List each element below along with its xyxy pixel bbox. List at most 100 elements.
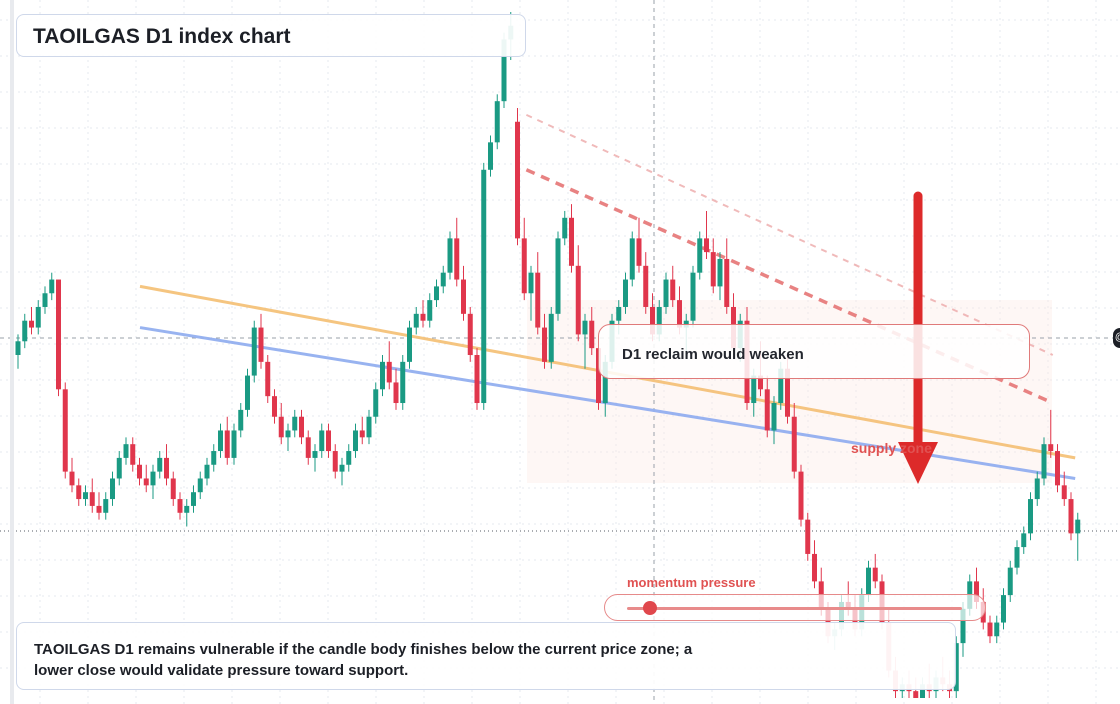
candle-body	[319, 430, 325, 452]
candle-body	[791, 416, 797, 472]
candle-body	[805, 519, 811, 554]
candle-body	[872, 567, 878, 582]
candle-body	[305, 437, 311, 458]
candle-body	[224, 430, 230, 458]
candle-body	[386, 361, 392, 383]
candle-body	[231, 430, 237, 458]
candle-body	[96, 505, 102, 513]
candle-body	[218, 430, 223, 452]
candle-body	[35, 306, 41, 328]
candle-body	[299, 416, 304, 438]
candle-body	[724, 258, 730, 307]
candle-body	[353, 430, 358, 452]
momentum-track	[627, 607, 962, 610]
candle-body	[326, 430, 331, 452]
candle-body	[623, 279, 628, 307]
candle-body	[1007, 567, 1013, 596]
candle-body	[643, 265, 649, 307]
candle-body	[15, 341, 21, 355]
candle-body	[670, 279, 676, 301]
candle-body	[488, 142, 493, 170]
candle-body	[953, 643, 959, 692]
candle-body	[454, 238, 460, 280]
candle-body	[22, 320, 28, 342]
candle-body	[204, 464, 210, 479]
candle-body	[798, 471, 804, 520]
candle-body	[690, 272, 696, 321]
bearish-arrow	[898, 191, 938, 484]
candle-body	[771, 403, 777, 431]
candle-body	[238, 409, 244, 431]
candle-body	[89, 492, 95, 506]
chart-title: TAOILGAS D1 index chart	[33, 25, 291, 48]
candle-body	[265, 361, 271, 397]
candle-body	[373, 389, 379, 417]
candle-body	[332, 451, 338, 472]
candle-body	[440, 272, 446, 287]
candle-body	[110, 478, 115, 500]
supply-zone-label: supply zone	[851, 440, 932, 456]
candle-body	[157, 457, 163, 472]
left-edge-bar	[10, 0, 14, 704]
candle-body	[407, 327, 412, 362]
candle-body	[1055, 451, 1060, 486]
candle-body	[346, 451, 352, 465]
candle-body	[562, 217, 568, 239]
candle-body	[413, 313, 419, 328]
candle-body	[778, 368, 784, 404]
candle-body	[164, 457, 169, 479]
reclaim-callout-text: D1 reclaim would weaken	[622, 346, 804, 363]
candle-body	[177, 499, 183, 513]
candle-body	[1028, 499, 1033, 534]
candle-body	[103, 499, 109, 513]
momentum-knob[interactable]	[643, 601, 658, 615]
candle-body	[481, 169, 487, 404]
candle-body	[629, 238, 635, 280]
candle-body	[285, 430, 291, 438]
candle-body	[521, 238, 527, 294]
candle-body	[650, 306, 655, 335]
candle-body	[987, 622, 993, 637]
candle-body	[596, 348, 601, 404]
candle-body	[272, 396, 277, 417]
candle-body	[191, 492, 196, 506]
candle-body	[751, 375, 757, 404]
candle-body	[542, 327, 547, 362]
candle-body	[569, 217, 574, 266]
candle-body	[467, 313, 473, 355]
candle-body	[292, 416, 298, 431]
candle-body	[582, 320, 588, 335]
candle-body	[461, 279, 466, 314]
price-axis-badge-icon: @	[1113, 328, 1120, 348]
candle-body	[1068, 499, 1074, 534]
candle-body	[501, 39, 507, 102]
candle-body	[137, 464, 142, 479]
candle-body	[359, 430, 365, 438]
candle-body	[123, 444, 129, 458]
candle-body	[56, 279, 61, 390]
analysis-note: TAOILGAS D1 remains vulnerable if the ca…	[34, 641, 693, 679]
candle-body	[677, 300, 682, 328]
momentum-label: momentum pressure	[627, 575, 756, 590]
candle-body	[717, 258, 723, 287]
candle-body	[434, 286, 439, 301]
candle-body	[278, 416, 284, 438]
candle-body	[528, 272, 534, 294]
trend-line-4	[525, 113, 1054, 356]
candle-body	[1061, 485, 1067, 500]
candle-body	[1048, 444, 1054, 452]
candle-body	[785, 368, 790, 417]
candle-body	[170, 478, 176, 500]
candle-body	[184, 505, 190, 513]
candle-body	[447, 238, 453, 273]
candle-body	[710, 252, 716, 287]
momentum-slider[interactable]	[604, 594, 986, 621]
candle-body	[494, 101, 500, 143]
candle-body	[251, 327, 257, 376]
candle-body	[1014, 547, 1020, 568]
candle-body	[656, 306, 662, 335]
candle-body	[62, 389, 68, 472]
candle-body	[474, 355, 480, 404]
candle-body	[589, 320, 595, 349]
candle-body	[1034, 478, 1040, 500]
